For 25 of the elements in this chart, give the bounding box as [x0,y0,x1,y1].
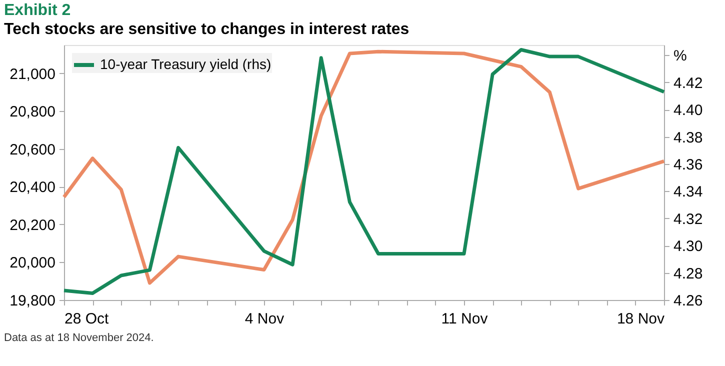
chart-subtitle: Tech stocks are sensitive to changes in interest rates [4,21,410,38]
y-tick-label: 19,800 [10,292,56,310]
y2-tick-label: 4.40 [674,102,703,120]
y2-tick-label: 4.34 [674,184,703,201]
y2-tick-label: 4.36 [674,156,703,174]
x-tick-label: 4 Nov [244,310,285,328]
y-tick-label: 20,800 [10,104,56,121]
y-tick-label: 20,000 [10,254,56,272]
text: Data as at 18 November 2024. [4,332,154,344]
x-tick-label: 11 Nov [441,310,488,328]
x-tick-label: 18 Nov [616,310,665,328]
y-tick-label: 20,200 [10,216,56,234]
x-tick-label: 28 Oct [64,310,110,328]
y2-tick-label: 4.38 [674,129,703,146]
y2-tick-label: 4.26 [674,292,703,310]
y2-tick-label: 4.28 [674,265,703,282]
chart-title: Exhibit 2 [4,2,71,19]
y2-tick-label: 4.32 [674,210,703,228]
y2-tick-label: 4.42 [674,74,703,92]
y-tick-label: 20,400 [10,179,56,196]
y2-tick-label: 4.30 [674,238,703,256]
y-tick-label: 20,600 [10,141,56,158]
legend-label: 10-year Treasury yield (rhs) [100,56,272,72]
y-tick-label: 21,000 [10,66,56,83]
y2-tick-label: % [674,48,687,65]
